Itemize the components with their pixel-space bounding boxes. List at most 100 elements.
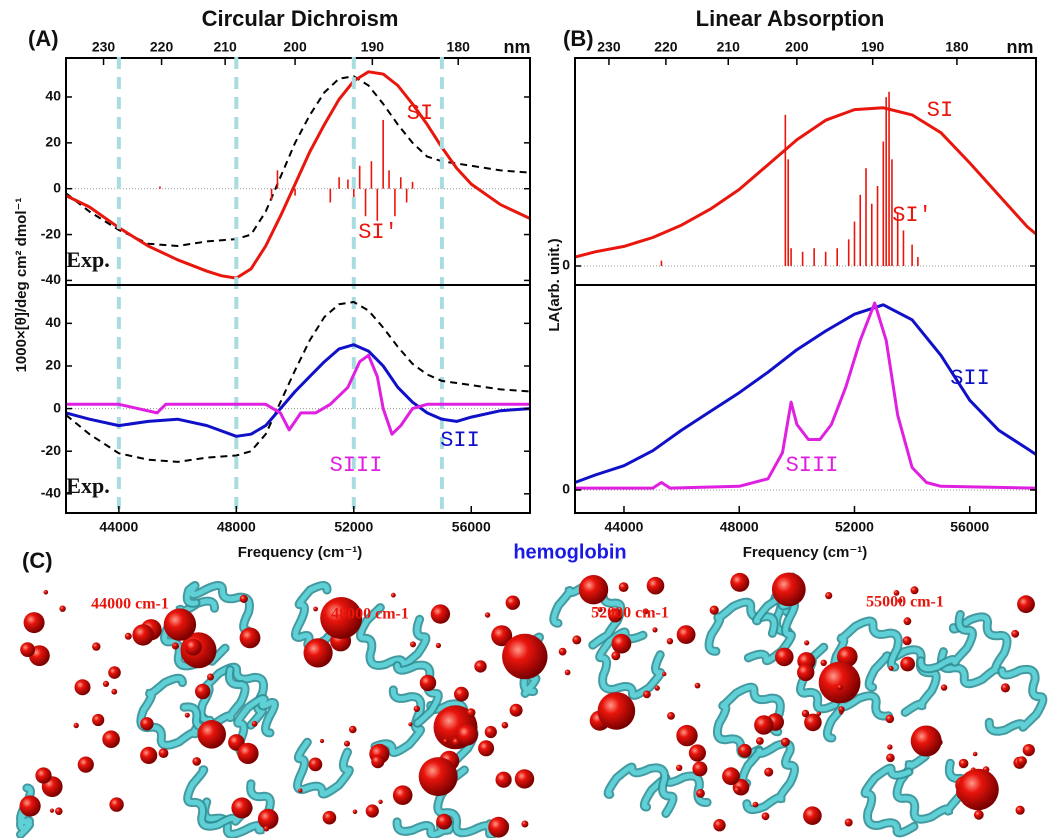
atom-sphere	[761, 812, 770, 821]
atom-sphere	[263, 825, 270, 832]
y-tick-label: 0	[562, 257, 570, 273]
atom-sphere	[391, 592, 396, 598]
atom-sphere	[958, 758, 969, 769]
atom-sphere	[408, 722, 413, 727]
series-label: SIII	[330, 453, 383, 478]
atom-sphere	[646, 576, 665, 595]
atom-sphere	[140, 746, 158, 765]
atom-sphere	[780, 737, 790, 747]
x-tick-label: 48000	[720, 519, 759, 535]
atom-sphere	[413, 705, 420, 712]
atom-sphere	[319, 738, 325, 744]
structure-label: 44000 cm-1	[91, 596, 169, 613]
atom-sphere	[207, 673, 214, 681]
atom-sphere	[578, 575, 609, 605]
atom-sphere	[418, 757, 458, 797]
atom-sphere	[308, 757, 323, 772]
atom-sphere	[887, 744, 893, 750]
series-line	[66, 353, 530, 436]
x2-tick-label: 190	[361, 39, 385, 55]
atom-sphere	[642, 608, 649, 615]
x-axis-label: Frequency (cm⁻¹)	[238, 544, 363, 561]
atom-sphere	[618, 582, 629, 592]
atom-sphere	[239, 594, 248, 604]
atom-sphere	[55, 807, 63, 815]
atom-sphere	[756, 737, 764, 745]
x2-tick-label: 230	[597, 39, 621, 55]
atom-sphere	[775, 647, 794, 667]
x2-tick-label: 220	[654, 39, 678, 55]
atom-sphere	[608, 608, 623, 623]
atom-sphere	[77, 756, 94, 773]
y-tick-label: 40	[45, 88, 61, 104]
atom-sphere	[195, 683, 211, 700]
atom-sphere	[667, 712, 675, 720]
structure-label: 52000 cm-1	[591, 605, 669, 622]
structure-title: hemoglobin	[513, 541, 626, 563]
atom-sphere	[801, 709, 810, 718]
atom-sphere	[771, 572, 806, 607]
atom-sphere	[509, 703, 523, 717]
atom-sphere	[410, 641, 416, 648]
series-label: SII	[440, 428, 480, 453]
atom-sphere	[972, 751, 978, 757]
series-label: Exp.	[66, 247, 109, 272]
atom-sphere	[692, 761, 708, 777]
atom-sphere	[430, 604, 451, 624]
atom-sphere	[92, 713, 105, 727]
ribbon	[918, 612, 975, 672]
x-axis-label: Frequency (cm⁻¹)	[743, 544, 868, 561]
plot-area	[574, 91, 1037, 267]
atom-sphere	[676, 764, 683, 771]
atom-sphere	[505, 595, 520, 610]
atom-sphere	[109, 797, 124, 812]
x2-tick-label: 210	[717, 39, 741, 55]
atom-sphere	[501, 721, 509, 729]
atom-sphere	[1000, 683, 1011, 693]
atom-sphere	[764, 767, 774, 777]
x2-tick-label: 190	[861, 39, 885, 55]
atom-sphere	[484, 725, 497, 739]
atom-sphere	[521, 820, 529, 828]
atom-sphere	[257, 808, 279, 830]
series-label: SI′	[358, 220, 398, 245]
atom-sphere	[108, 666, 121, 679]
protein-structure	[796, 586, 1048, 838]
atom-sphere	[59, 605, 66, 612]
atom-sphere	[102, 730, 120, 748]
y-tick-label: 0	[562, 481, 570, 497]
x2-axis-label: nm	[1007, 37, 1034, 57]
atom-sphere	[298, 788, 303, 793]
panel-label: (C)	[22, 548, 53, 573]
ribbon	[184, 583, 252, 633]
atom-sphere	[676, 625, 696, 644]
atom-sphere	[820, 659, 827, 666]
atom-sphere	[694, 682, 701, 689]
atom-sphere	[197, 720, 226, 749]
atom-sphere	[251, 720, 258, 727]
x2-tick-label: 200	[283, 39, 307, 55]
atom-sphere	[344, 740, 350, 747]
plot-frame	[65, 284, 531, 514]
plot-frame	[574, 57, 1037, 286]
y-tick-label: -20	[41, 442, 61, 458]
atom-sphere	[132, 624, 154, 646]
atom-sphere	[92, 642, 101, 651]
atom-sphere	[940, 684, 948, 691]
atom-sphere	[454, 686, 469, 702]
x-tick-label: 52000	[334, 519, 373, 535]
atom-sphere	[722, 767, 740, 786]
x2-tick-label: 180	[447, 39, 471, 55]
protein-structure	[549, 572, 806, 832]
ribbon	[357, 605, 429, 668]
atom-sphere	[903, 617, 912, 626]
series-line	[65, 343, 531, 438]
atom-sphere	[676, 724, 698, 747]
atom-sphere	[900, 656, 915, 672]
series-line	[574, 106, 1037, 259]
series-line	[65, 301, 531, 463]
ribbon	[714, 684, 783, 757]
atom-sphere	[303, 638, 333, 668]
ribbon	[394, 814, 454, 837]
series-line	[575, 301, 1037, 490]
